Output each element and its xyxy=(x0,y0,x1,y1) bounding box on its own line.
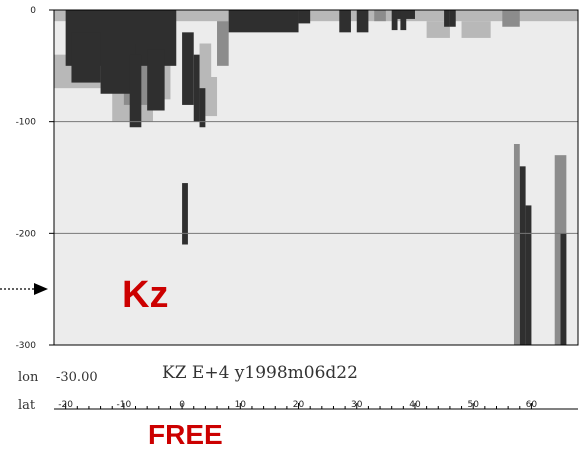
kz-region xyxy=(228,10,299,33)
depth-axis: 0 -100 -200 -300 xyxy=(16,6,54,351)
pointer-arrow xyxy=(0,283,48,295)
kz-region xyxy=(519,166,526,345)
kz-region xyxy=(54,10,578,22)
lat-tick-label: 10 xyxy=(235,400,247,410)
kz-region xyxy=(461,21,491,38)
lat-tick-label: 40 xyxy=(409,400,421,410)
kz-region xyxy=(449,10,456,27)
kz-region xyxy=(426,21,450,38)
kz-region xyxy=(374,10,386,22)
lat-tick-label: -10 xyxy=(117,400,132,410)
kz-region xyxy=(560,233,567,345)
kz-region xyxy=(391,10,398,31)
lon-value: -30.00 xyxy=(56,370,98,385)
kz-region xyxy=(129,54,142,128)
lat-axis-label: lat xyxy=(18,398,36,413)
kz-region xyxy=(444,10,450,27)
kz-region xyxy=(147,49,165,111)
kz-region xyxy=(525,205,532,345)
kz-region xyxy=(513,144,520,345)
pointer-arrow-head xyxy=(34,283,48,295)
lat-tick-label: 30 xyxy=(351,400,363,410)
lat-tick-label: -20 xyxy=(58,400,73,410)
depth-tick-label: -100 xyxy=(16,118,37,128)
free-annotation: FREE xyxy=(148,419,223,450)
lat-tick-label: 50 xyxy=(467,400,479,410)
kz-region xyxy=(182,32,194,105)
lat-tick-label: 20 xyxy=(293,400,305,410)
kz-region xyxy=(205,77,218,117)
chart-title: KZ E+4 y1998m06d22 xyxy=(162,363,358,383)
lat-tick-label: 60 xyxy=(526,400,538,410)
lat-tick-label: 0 xyxy=(179,400,185,410)
depth-gridlines xyxy=(54,121,578,234)
kz-annotation: Kz xyxy=(122,274,169,316)
kz-region xyxy=(199,88,206,128)
depth-tick-label: 0 xyxy=(30,6,36,16)
depth-tick-label: -200 xyxy=(16,229,37,239)
plot-frame xyxy=(53,9,579,346)
kz-region xyxy=(502,10,520,27)
kz-region xyxy=(193,54,200,122)
kz-region xyxy=(298,10,311,24)
kz-region xyxy=(356,10,369,33)
lon-label: lon xyxy=(18,370,39,385)
kz-region xyxy=(182,183,188,245)
kz-region xyxy=(400,10,407,31)
kz-region xyxy=(217,21,229,66)
kz-shaded-field xyxy=(54,10,578,345)
lat-axis: -20 -10 0 10 20 30 40 50 60 xyxy=(58,400,537,410)
depth-tick-label: -300 xyxy=(16,341,37,351)
kz-region xyxy=(71,32,101,83)
kz-region xyxy=(339,10,351,33)
